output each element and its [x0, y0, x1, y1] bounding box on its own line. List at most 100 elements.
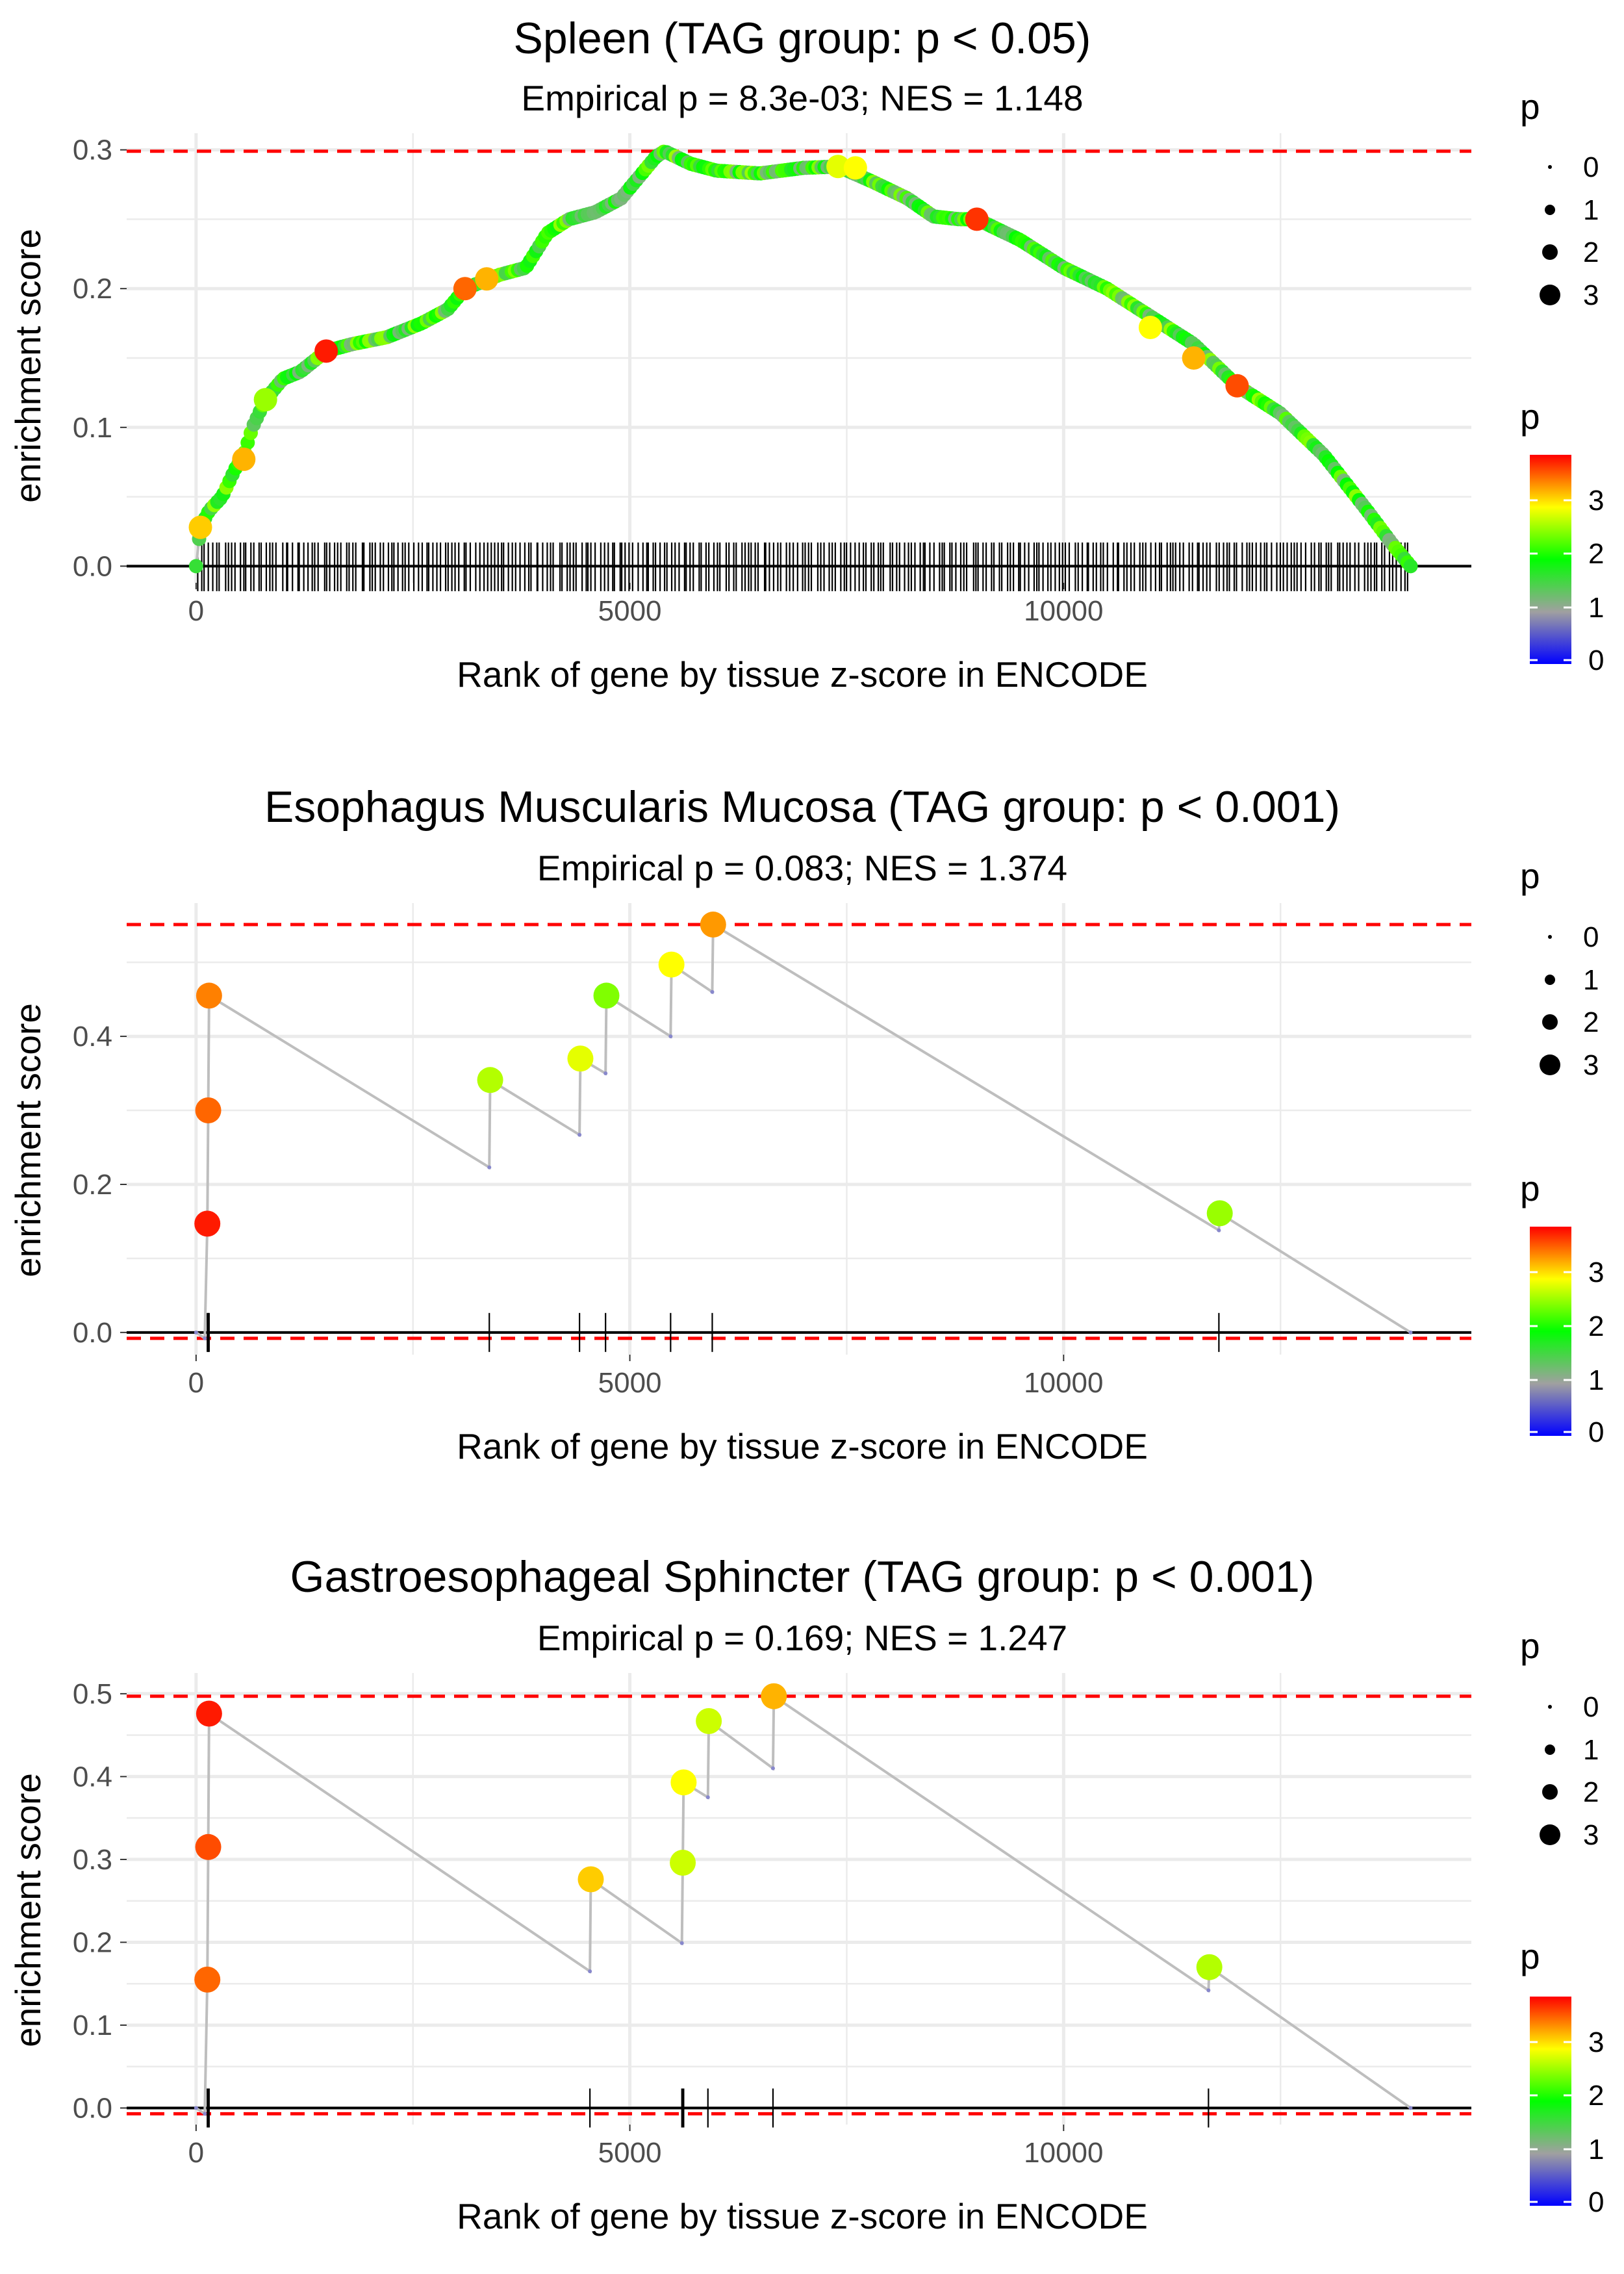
x-tick-label: 10000	[1024, 595, 1103, 627]
x-axis-title: Rank of gene by tissue z-score in ENCODE	[457, 654, 1148, 695]
highlight-point	[670, 1850, 696, 1876]
plot-area: 0 5000 10000 0.0 0.2 0.4	[73, 903, 1471, 1399]
size-legend-label-3: 3	[1583, 1819, 1599, 1851]
y-tick-label: 0.4	[73, 1761, 112, 1793]
y-tick-label: 0.0	[73, 2092, 112, 2124]
size-legend-label-0: 0	[1583, 1691, 1599, 1723]
step-point	[710, 990, 715, 994]
size-legend-title: p	[1520, 1626, 1540, 1666]
highlight-point	[194, 1966, 221, 1993]
x-tick-label: 10000	[1024, 1367, 1103, 1399]
step-point	[194, 2106, 198, 2110]
highlight-point	[1182, 346, 1206, 370]
size-legend-dot-2	[1542, 244, 1558, 260]
y-tick-label: 0.1	[73, 412, 112, 444]
size-legend-title: p	[1520, 86, 1540, 127]
color-legend-ticks	[1530, 499, 1571, 661]
curve-points	[188, 144, 1418, 574]
y-tick-label: 0.1	[73, 2010, 112, 2041]
size-legend-dot-1	[1545, 205, 1555, 215]
size-legend-label-0: 0	[1583, 921, 1599, 953]
y-tick-label: 0.2	[73, 1169, 112, 1201]
panel-spleen: Spleen (TAG group: p < 0.05) Empirical p…	[8, 14, 1604, 695]
color-legend-bar	[1530, 1227, 1571, 1436]
color-legend-label-0: 0	[1588, 1416, 1604, 1448]
highlight-point	[314, 339, 338, 363]
color-legend-label-2: 2	[1588, 2080, 1604, 2112]
y-tick-label: 0.2	[73, 273, 112, 305]
x-axis-title: Rank of gene by tissue z-score in ENCODE	[457, 1426, 1148, 1466]
highlight-point	[761, 1683, 787, 1709]
step-point	[194, 1330, 198, 1335]
color-legend-label-0: 0	[1588, 645, 1604, 676]
highlight-point	[475, 267, 499, 291]
step-point	[588, 1969, 592, 1974]
highlight-point	[195, 1097, 222, 1124]
y-tick-label: 0.0	[73, 1317, 112, 1349]
size-legend-dot-0	[1548, 935, 1552, 939]
highlight-point	[195, 1833, 222, 1860]
y-tick-label: 0.4	[73, 1021, 112, 1053]
y-tick-label: 0.2	[73, 1926, 112, 1958]
color-legend-bar	[1530, 1997, 1571, 2206]
color-legend-title: p	[1520, 1168, 1540, 1208]
x-tick-label: 5000	[598, 2137, 662, 2169]
step-point	[1408, 2106, 1413, 2110]
size-legend-dot-3	[1540, 1824, 1560, 1845]
step-point	[705, 1795, 710, 1800]
size-legend-dot-1	[1545, 975, 1555, 985]
x-axis-title: Rank of gene by tissue z-score in ENCODE	[457, 2196, 1148, 2236]
color-legend-label-1: 1	[1588, 1364, 1604, 1396]
legend-area: p 0 1 2 3 p 3 2 1 0	[1520, 1626, 1604, 2218]
highlight-point	[843, 156, 867, 180]
x-tick-label: 0	[188, 1367, 204, 1399]
chart-subtitle: Empirical p = 8.3e-03; NES = 1.148	[521, 78, 1083, 118]
color-legend-label-1: 1	[1588, 2134, 1604, 2165]
size-legend-label-1: 1	[1583, 1734, 1599, 1766]
size-legend-label-3: 3	[1583, 1049, 1599, 1081]
chart-subtitle: Empirical p = 0.169; NES = 1.247	[537, 1618, 1067, 1658]
size-legend-label-2: 2	[1583, 1006, 1599, 1038]
color-legend-label-3: 3	[1588, 485, 1604, 517]
size-legend-dot-3	[1540, 285, 1560, 305]
highlight-point	[196, 1700, 222, 1727]
x-tick-label: 5000	[598, 595, 662, 627]
plot-area: 0 5000 10000 0.0 0.1 0.2 0.3 0.4 0.5	[73, 1673, 1471, 2169]
step-point	[1206, 1988, 1211, 1993]
highlight-point	[194, 1210, 221, 1237]
size-legend-label-1: 1	[1583, 964, 1599, 996]
chart-title: Gastroesophageal Sphincter (TAG group: p…	[290, 1552, 1315, 1602]
highlight-point	[453, 277, 477, 301]
highlight-point	[658, 951, 685, 978]
size-legend-dot-0	[1548, 165, 1552, 169]
curve-point	[1403, 559, 1418, 574]
highlight-point	[253, 388, 277, 412]
gene-rank-ticks	[207, 2088, 1210, 2128]
y-axis-title: enrichment score	[8, 229, 48, 503]
color-legend-label-0: 0	[1588, 2186, 1604, 2218]
step-point	[487, 1165, 492, 1169]
legend-area: p 0 1 2 3 p 3 2 1 0	[1520, 86, 1604, 676]
gridlines	[127, 1673, 1471, 2125]
y-tick-label: 0.0	[73, 550, 112, 582]
y-tick-label: 0.3	[73, 134, 112, 166]
size-legend-dot-2	[1542, 1014, 1558, 1030]
step-point	[577, 1132, 582, 1137]
x-tick-label: 5000	[598, 1367, 662, 1399]
step-points	[194, 1694, 1413, 2116]
size-legend-label-0: 0	[1583, 151, 1599, 183]
enrichment-curve	[195, 1693, 1412, 2117]
highlight-point	[670, 1769, 697, 1796]
highlight-point	[696, 1707, 722, 1734]
step-point	[203, 1336, 207, 1340]
size-legend-dot-1	[1545, 1744, 1555, 1755]
size-legend-title: p	[1520, 856, 1540, 896]
highlight-point	[1196, 1954, 1223, 1980]
color-legend-ticks	[1530, 2041, 1571, 2203]
color-legend-label-3: 3	[1588, 1257, 1604, 1288]
highlight-point	[965, 207, 989, 231]
color-legend-label-1: 1	[1588, 592, 1604, 624]
chart-title: Esophagus Muscularis Mucosa (TAG group: …	[264, 782, 1340, 832]
panel-gastroesophageal-sphincter: Gastroesophageal Sphincter (TAG group: p…	[8, 1552, 1604, 2236]
